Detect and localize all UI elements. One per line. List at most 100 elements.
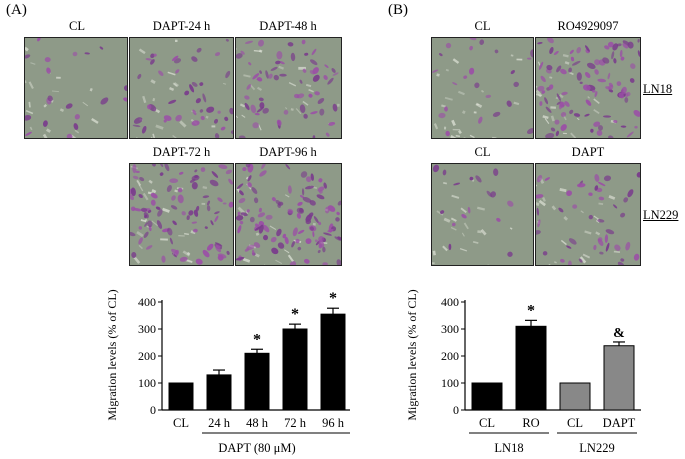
micrograph-cell — [262, 107, 269, 114]
micrograph-cell — [44, 57, 51, 63]
micrograph-cell — [132, 175, 139, 180]
micrograph-cell — [246, 84, 252, 90]
micrograph-cell — [194, 169, 198, 173]
micrograph-cell — [545, 106, 552, 113]
bar — [168, 382, 194, 411]
micrograph-pore — [537, 61, 541, 66]
micrograph-cell — [604, 234, 609, 243]
micrograph-pore — [136, 179, 142, 187]
micrograph-cell — [179, 256, 188, 262]
x-tick-label: CL — [567, 416, 583, 430]
micrograph-cell — [322, 246, 326, 253]
micrograph-pore — [542, 197, 546, 202]
image-label-b-cl: CL — [474, 19, 491, 33]
micrograph-cell — [244, 95, 250, 100]
micrograph-cell — [633, 253, 640, 261]
micrograph-cell — [598, 181, 606, 187]
micrograph-cell — [312, 135, 316, 138]
micrograph-pore — [475, 102, 483, 108]
micrograph-cell — [199, 109, 204, 113]
image-label-dapt-96h: DAPT-96 h — [259, 145, 317, 159]
micrograph-cell — [546, 64, 553, 71]
micrograph-pore — [256, 86, 263, 92]
micrograph-cell — [215, 242, 223, 247]
micrograph-cell — [620, 258, 625, 262]
micrograph-cell — [141, 125, 147, 134]
micrograph-cell — [556, 93, 561, 101]
micrograph-cell — [230, 130, 233, 135]
micrograph-pore — [29, 126, 33, 131]
micrograph-cell — [150, 53, 155, 59]
micrograph-cell — [556, 65, 562, 73]
x-tick-label: 72 h — [284, 416, 307, 430]
micrograph-cell — [258, 39, 264, 47]
micrograph-cell — [585, 45, 590, 52]
bar — [244, 352, 270, 411]
micrograph-pore — [516, 58, 523, 61]
micrograph-cell — [259, 70, 262, 74]
micrograph-cell — [444, 106, 448, 112]
micrograph-cell — [302, 196, 312, 203]
micrograph-pore — [205, 115, 209, 119]
micrograph-cell — [310, 173, 314, 181]
micrograph-cell — [271, 197, 276, 202]
micrograph-cell — [177, 194, 184, 204]
micrograph-cell — [242, 167, 247, 172]
micrograph-cell — [305, 176, 312, 183]
micrograph-pore — [536, 93, 542, 97]
micrograph-cell — [608, 82, 614, 87]
micrograph-pore — [451, 194, 460, 199]
micrograph-cell — [100, 97, 109, 105]
micrograph-cell — [159, 172, 164, 176]
micrograph-cell — [322, 262, 328, 265]
micrograph-pore — [450, 135, 459, 138]
micrograph-cell — [287, 185, 292, 194]
micrograph-pore — [242, 257, 251, 263]
micrograph-cell — [439, 53, 443, 57]
micrograph-cell — [143, 231, 149, 238]
micrograph-pore — [43, 104, 48, 108]
micrograph-cell — [73, 123, 79, 130]
micrograph-cell — [130, 206, 136, 212]
micrograph-cell — [468, 67, 475, 75]
micrograph-cell — [313, 216, 319, 224]
micrograph-cell — [262, 234, 269, 241]
micrograph-background — [236, 38, 341, 138]
bar — [282, 328, 308, 411]
micrograph-cell — [214, 211, 220, 215]
micrograph-cell — [432, 69, 439, 73]
micrograph-cell — [193, 209, 199, 217]
micrograph-pore — [150, 79, 156, 84]
micrograph-cell — [206, 200, 211, 206]
micrograph-a-cl — [24, 37, 128, 139]
micrograph-pore — [442, 245, 448, 252]
micrograph-cell — [270, 236, 277, 243]
micrograph-cell — [211, 171, 219, 178]
micrograph-pore — [436, 73, 440, 77]
micrograph-pore — [89, 87, 93, 92]
micrograph-cell — [626, 91, 631, 97]
micrograph-cell — [204, 226, 208, 229]
micrograph-pore — [25, 46, 29, 52]
micrograph-pore — [151, 189, 157, 194]
micrograph-cell — [213, 118, 219, 124]
micrograph-cell — [602, 57, 610, 64]
micrograph-cell — [169, 237, 173, 245]
micrograph-pore — [584, 230, 592, 235]
chart-a: Migration levels (% of CL) 0 100 200 300 400… — [105, 289, 350, 455]
micrograph-pore — [461, 232, 465, 237]
micrograph-cell — [195, 98, 201, 104]
micrograph-pore — [152, 133, 156, 138]
bar — [559, 382, 591, 411]
micrograph-pore — [598, 202, 604, 206]
micrograph-cell — [46, 67, 51, 74]
micrograph-cell — [323, 182, 327, 189]
micrograph-pore — [579, 256, 587, 264]
micrograph-cell — [300, 171, 308, 178]
micrograph-pore — [559, 93, 564, 99]
micrograph-cell — [132, 164, 137, 174]
micrograph-cell — [596, 130, 603, 136]
image-label-b-dapt: DAPT — [571, 145, 605, 159]
bar — [471, 382, 503, 411]
micrograph-cell — [536, 194, 544, 199]
